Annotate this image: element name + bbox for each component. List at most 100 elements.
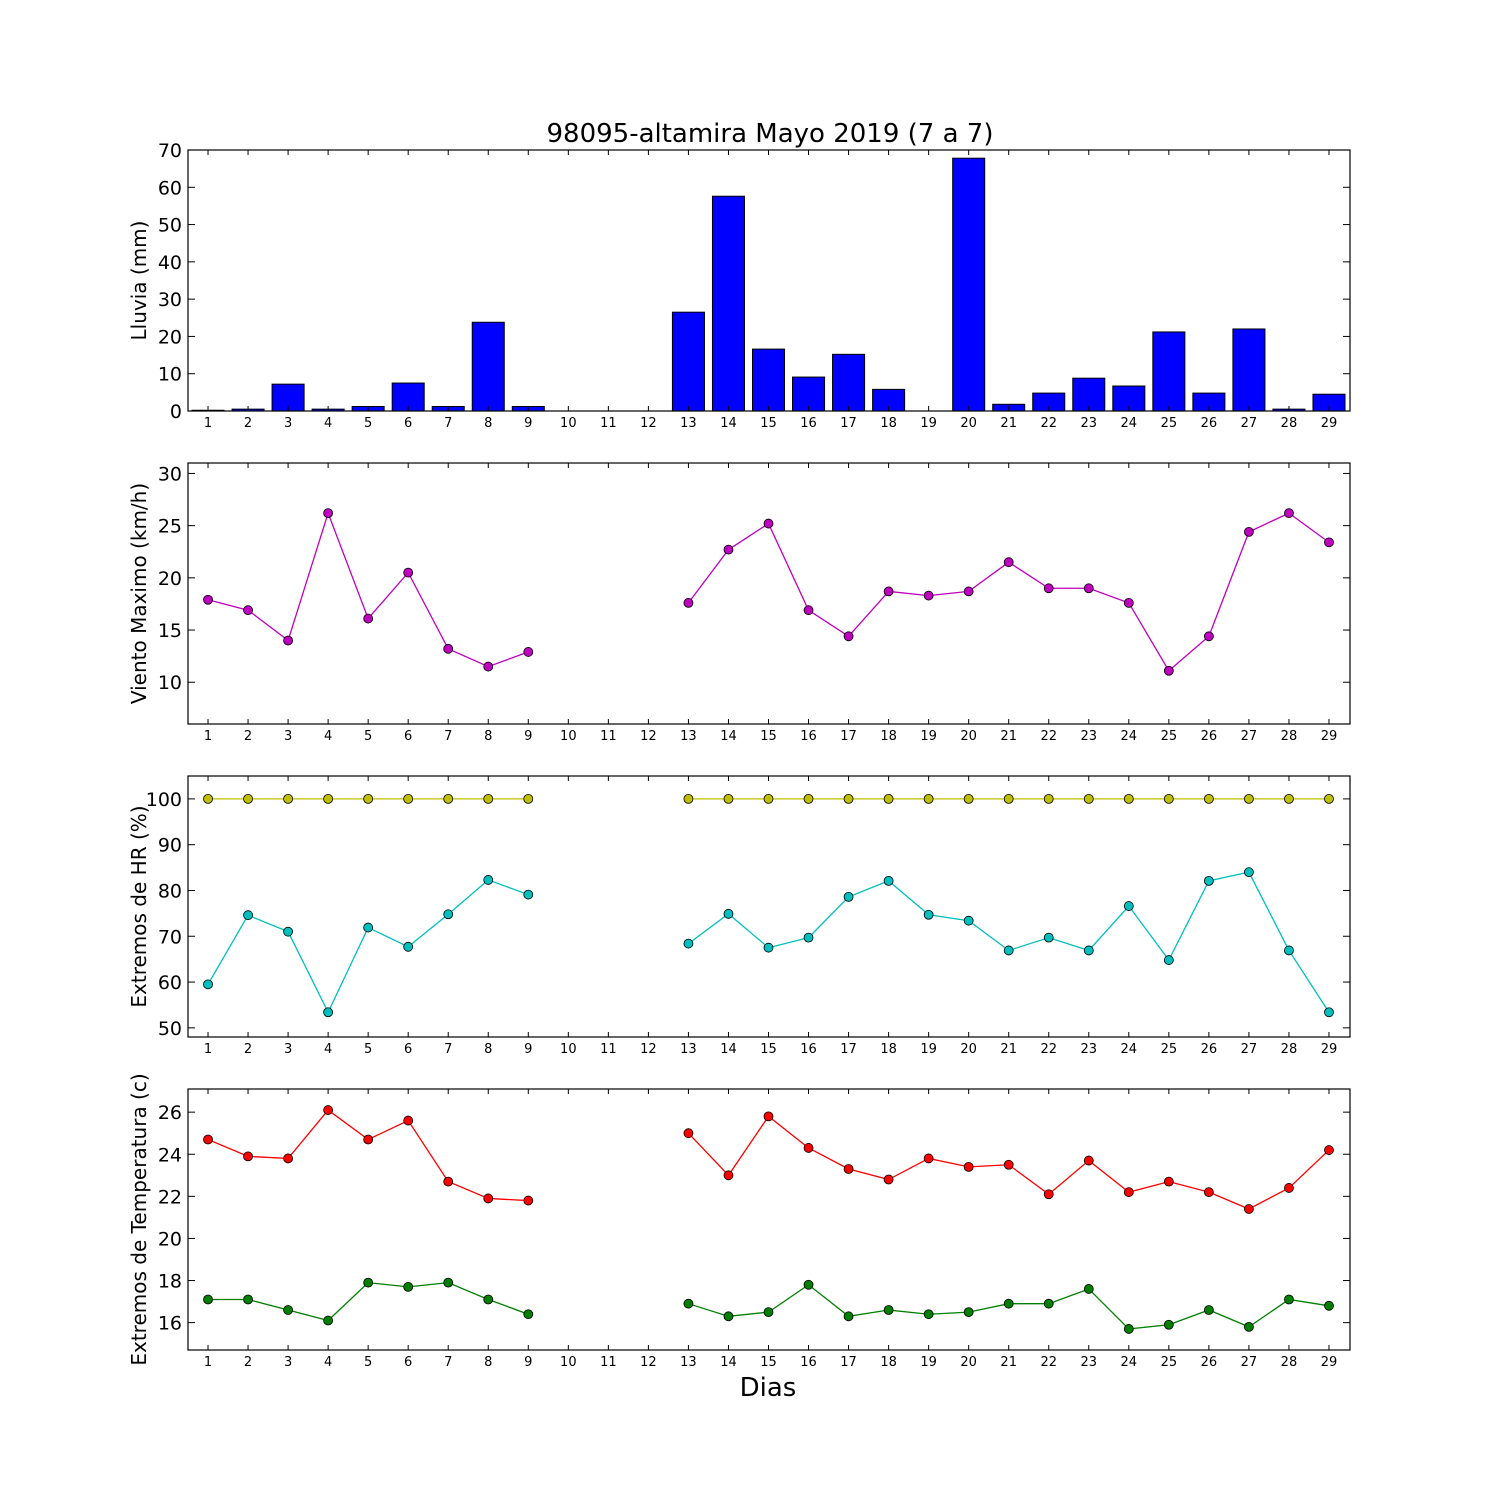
point-day-7 (443, 909, 454, 920)
point-day-2 (243, 793, 253, 804)
point-day-29 (1324, 793, 1334, 804)
x-tick-label: 4 (324, 416, 332, 431)
x-tick-label: 18 (880, 729, 897, 744)
point-day-9 (523, 1195, 534, 1206)
x-tick-label: 28 (1281, 1355, 1298, 1370)
x-tick-label: 17 (840, 729, 857, 744)
point-day-19 (923, 1153, 934, 1164)
point-day-23 (1083, 1284, 1094, 1294)
x-tick-label: 13 (680, 729, 697, 744)
x-tick-label: 24 (1121, 1042, 1138, 1057)
point-day-15 (763, 793, 774, 804)
point-day-9 (523, 647, 534, 657)
x-tick-label: 26 (1201, 416, 1218, 431)
point-day-21 (1003, 1298, 1014, 1309)
point-day-6 (403, 793, 414, 804)
series-2 (203, 867, 1334, 1018)
panels-group: 1 2 3 4 5 6 7 8 9 10 11 12 13 14 15 16 17 18 19 20 21 22 23 24 2… (127, 140, 1351, 1370)
x-tick-label: 18 (880, 416, 897, 431)
y-tick-label: 60 (158, 972, 182, 994)
x-tick-label: 12 (640, 1355, 657, 1370)
x-tick-label: 11 (600, 1355, 617, 1370)
x-tick-label: 27 (1241, 1042, 1258, 1057)
x-tick-label: 23 (1081, 729, 1098, 744)
x-tick-label: 2 (244, 416, 252, 431)
x-tick-label: 27 (1241, 729, 1258, 744)
point-day-1 (203, 1294, 213, 1305)
point-day-18 (883, 793, 894, 804)
point-day-16 (803, 1143, 814, 1153)
x-tick-label: 4 (324, 1355, 332, 1370)
point-day-2 (243, 605, 253, 616)
bar-day-17 (832, 353, 866, 412)
point-day-6 (403, 567, 414, 578)
point-day-22 (1043, 1189, 1054, 1200)
y-tick-label: 10 (158, 364, 182, 386)
panel-3: 1 2 3 4 5 6 7 8 9 10 11 12 13 14 15 16 17 18 19 20 21 22 23 24 2… (127, 775, 1351, 1057)
x-tick-label: 10 (560, 1042, 577, 1057)
point-day-19 (923, 909, 934, 920)
point-day-5 (363, 1277, 374, 1288)
point-day-23 (1083, 1155, 1094, 1166)
point-day-21 (1003, 1159, 1014, 1170)
x-tick-label: 9 (524, 1355, 532, 1370)
point-day-8 (483, 1294, 494, 1305)
y-tick-label: 100 (146, 789, 182, 811)
x-tick-label: 8 (484, 1042, 492, 1057)
y-tick-label: 60 (158, 177, 182, 199)
x-tick-label: 17 (840, 1042, 857, 1057)
point-day-15 (763, 1307, 774, 1318)
x-tick-label: 22 (1040, 1355, 1057, 1370)
point-day-2 (243, 1151, 253, 1162)
x-tick-label: 17 (840, 416, 857, 431)
y-tick-label: 26 (158, 1102, 182, 1124)
point-day-22 (1043, 1298, 1054, 1309)
y-tick-label: 90 (158, 835, 182, 857)
x-tick-label: 6 (404, 1355, 412, 1370)
x-tick-label: 26 (1201, 1042, 1218, 1057)
point-day-7 (443, 793, 454, 804)
x-tick-label: 19 (920, 416, 937, 431)
point-day-27 (1244, 527, 1254, 537)
point-day-17 (843, 891, 854, 902)
point-day-18 (883, 586, 894, 597)
point-day-28 (1284, 508, 1294, 519)
point-day-2 (243, 910, 253, 921)
x-tick-label: 16 (800, 729, 817, 744)
bar-day-27 (1232, 328, 1266, 412)
x-tick-label: 19 (920, 729, 937, 744)
x-tick-label: 22 (1040, 729, 1057, 744)
point-day-3 (283, 1153, 293, 1164)
x-tick-label: 3 (284, 416, 292, 431)
point-day-22 (1043, 932, 1054, 943)
x-tick-label: 21 (1000, 416, 1017, 431)
point-day-8 (483, 875, 494, 885)
point-day-18 (883, 1305, 894, 1315)
point-day-6 (403, 1115, 414, 1126)
point-day-24 (1123, 793, 1134, 804)
bar-day-20 (952, 157, 986, 412)
x-tick-label: 20 (960, 1355, 977, 1370)
x-tick-label: 27 (1241, 1355, 1258, 1370)
point-day-3 (283, 793, 293, 804)
x-tick-label: 25 (1161, 729, 1178, 744)
x-tick-label: 12 (640, 729, 657, 744)
x-tick-label: 5 (364, 416, 372, 431)
y-axis-label: Viento Maximo (km/h) (127, 483, 151, 704)
x-tick-label: 20 (960, 1042, 977, 1057)
x-tick-label: 7 (444, 729, 452, 744)
point-day-24 (1123, 901, 1134, 911)
point-day-16 (803, 932, 814, 943)
point-day-8 (483, 1193, 494, 1204)
x-tick-label: 8 (484, 1355, 492, 1370)
point-day-27 (1244, 793, 1254, 804)
y-tick-label: 80 (158, 880, 182, 902)
point-day-18 (883, 1174, 894, 1185)
x-tick-label: 9 (524, 416, 532, 431)
x-tick-label: 24 (1121, 416, 1138, 431)
y-tick-label: 22 (158, 1186, 182, 1208)
point-day-5 (363, 1134, 374, 1145)
point-day-21 (1003, 945, 1014, 956)
